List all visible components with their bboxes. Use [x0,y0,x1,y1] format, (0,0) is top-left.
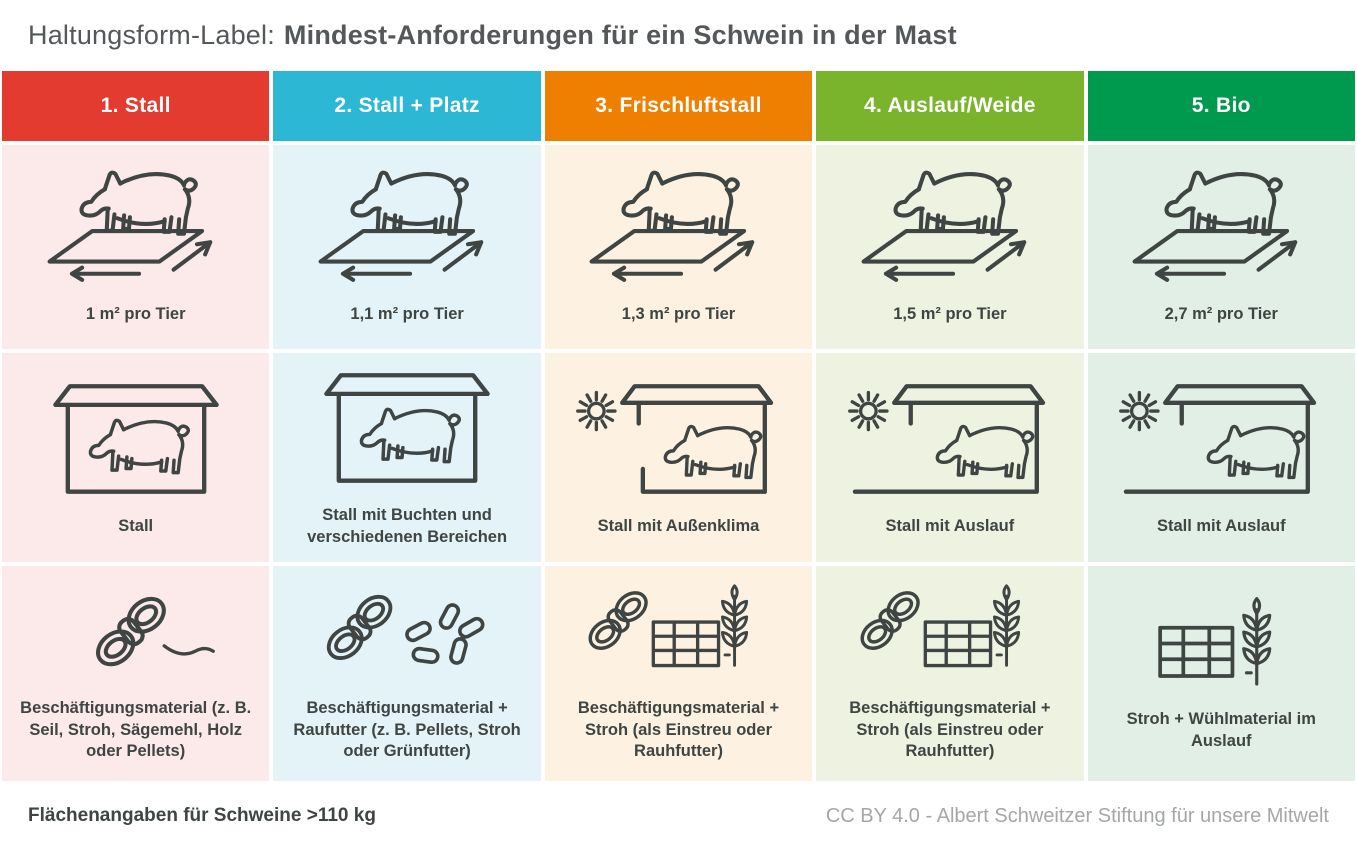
rope-pellets-icon [306,584,508,684]
area-cell: 1,5 m² pro Tier [816,145,1084,349]
housing-cell: Stall mit Buchten und verschiedenen Bere… [273,353,541,562]
footer: Flächenangaben für Schweine >110 kg CC B… [2,783,1355,849]
rope-icon [35,584,237,684]
column-stall: 1. Stall 1 m² pro Tier Stall Beschäftigu… [2,71,270,781]
stall-outdoor-icon [846,378,1054,502]
pig-area-icon [579,168,777,290]
column-auslauf-weide: 4. Auslauf/Weide 1,5 m² pro Tier Stall m… [816,71,1084,781]
category-header: 1. Stall [2,71,270,141]
housing-label: Stall mit Buchten und verschiedenen Bere… [307,505,508,546]
column-bio: 5. Bio 2,7 m² pro Tier Stall mit Auslauf… [1087,71,1355,781]
area-label: 1 m² pro Tier [85,305,186,324]
column-frischluftstall: 3. Frischluftstall 1,3 m² pro Tier Stall… [544,71,813,781]
open-stall-sun-icon [574,378,782,502]
housing-cell: Stall mit Außenklima [544,353,813,562]
rope-straw-wheat-icon [849,584,1051,684]
material-cell: Beschäftigungsmaterial + Raufutter (z. B… [273,566,541,781]
housing-label: Stall mit Auslauf [1156,516,1286,535]
housing-cell: Stall [2,353,270,562]
page-title: Haltungsform-Label: Mindest-Anforderunge… [2,0,1355,71]
footer-credit: CC BY 4.0 - Albert Schweitzer Stiftung f… [825,804,1329,827]
housing-label: Stall mit Auslauf [885,516,1015,535]
category-header: 2. Stall + Platz [273,71,541,141]
straw-wheat-icon [1120,595,1322,695]
material-cell: Beschäftigungsmaterial (z. B. Seil, Stro… [2,566,270,781]
infographic: Haltungsform-Label: Mindest-Anforderunge… [2,0,1355,849]
category-title: 5. Bio [1191,94,1251,117]
area-cell: 1,1 m² pro Tier [273,145,541,349]
category-title: 2. Stall + Platz [334,94,480,117]
area-cell: 1 m² pro Tier [2,145,270,349]
closed-stall-icon [32,378,240,502]
area-label: 1,1 m² pro Tier [350,305,464,324]
category-header: 4. Auslauf/Weide [816,71,1084,141]
pig-area-icon [308,168,506,290]
rope-straw-wheat-icon [577,584,779,684]
material-label: Beschäftigungsmaterial + Raufutter (z. B… [293,698,521,761]
stall-outdoor-icon [1117,378,1325,502]
title-main: Mindest-Anforderungen für ein Schwein in… [283,20,957,50]
category-title: 1. Stall [100,94,171,117]
material-cell: Beschäftigungsmaterial + Stroh (als Eins… [816,566,1084,781]
area-label: 1,5 m² pro Tier [893,305,1007,324]
category-header: 5. Bio [1087,71,1355,141]
column-stall-platz: 2. Stall + Platz 1,1 m² pro Tier Stall m… [273,71,541,781]
material-label: Beschäftigungsmaterial + Stroh (als Eins… [577,698,780,761]
category-title: 3. Frischluftstall [595,94,762,117]
material-label: Stroh + Wühlmaterial im Auslauf [1126,709,1316,750]
area-label: 1,3 m² pro Tier [621,305,736,324]
housing-label: Stall [118,516,154,535]
area-label: 2,7 m² pro Tier [1164,305,1278,324]
pig-area-icon [37,168,235,290]
material-label: Beschäftigungsmaterial (z. B. Seil, Stro… [20,698,252,761]
material-label: Beschäftigungsmaterial + Stroh (als Eins… [849,698,1051,761]
pig-area-icon [851,168,1049,290]
material-cell: Stroh + Wühlmaterial im Auslauf [1087,566,1355,781]
closed-stall-icon [303,367,511,491]
category-header: 3. Frischluftstall [544,71,813,141]
housing-cell: Stall mit Auslauf [816,353,1084,562]
housing-cell: Stall mit Auslauf [1087,353,1355,562]
housing-label: Stall mit Außenklima [597,516,760,535]
pig-area-icon [1122,168,1320,290]
category-title: 4. Auslauf/Weide [864,94,1036,117]
area-cell: 1,3 m² pro Tier [544,145,813,349]
title-prefix: Haltungsform-Label: [28,20,275,50]
category-grid: 1. Stall 1 m² pro Tier Stall Beschäftigu… [2,71,1355,781]
material-cell: Beschäftigungsmaterial + Stroh (als Eins… [544,566,813,781]
footer-note: Flächenangaben für Schweine >110 kg [28,805,376,826]
area-cell: 2,7 m² pro Tier [1087,145,1355,349]
